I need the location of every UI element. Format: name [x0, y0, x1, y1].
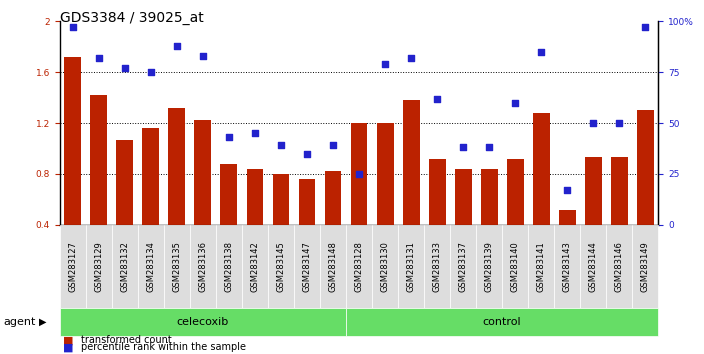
Bar	[585, 158, 602, 276]
Text: GSM283136: GSM283136	[199, 241, 208, 292]
Text: GSM283147: GSM283147	[303, 241, 311, 292]
Bar	[194, 120, 211, 276]
Text: GSM283129: GSM283129	[94, 241, 103, 292]
Text: agent: agent	[4, 317, 36, 327]
Bar	[272, 174, 289, 276]
Text: GSM283135: GSM283135	[172, 241, 182, 292]
Bar	[403, 100, 420, 276]
Bar	[377, 123, 394, 276]
Point	[327, 143, 339, 148]
Text: GSM283130: GSM283130	[381, 241, 389, 292]
Point	[93, 55, 104, 61]
Point	[379, 61, 391, 67]
Point	[145, 69, 156, 75]
Point	[458, 144, 469, 150]
Text: GSM283128: GSM283128	[355, 241, 363, 292]
Text: GSM283143: GSM283143	[562, 241, 572, 292]
Point	[510, 100, 521, 105]
Text: control: control	[483, 317, 522, 327]
Text: GSM283144: GSM283144	[589, 241, 598, 292]
Text: GSM283134: GSM283134	[146, 241, 156, 292]
Point	[67, 24, 78, 30]
Text: GSM283141: GSM283141	[536, 241, 546, 292]
Text: GSM283132: GSM283132	[120, 241, 130, 292]
Text: percentile rank within the sample: percentile rank within the sample	[81, 342, 246, 352]
Bar	[168, 108, 185, 276]
Bar	[559, 210, 576, 276]
Text: GSM283146: GSM283146	[615, 241, 624, 292]
Text: GSM283148: GSM283148	[329, 241, 337, 292]
Point	[484, 144, 495, 150]
Text: ■: ■	[63, 342, 74, 352]
Text: celecoxib: celecoxib	[177, 317, 229, 327]
Text: ■: ■	[63, 335, 74, 345]
Text: GSM283127: GSM283127	[68, 241, 77, 292]
Text: GSM283138: GSM283138	[225, 241, 234, 292]
Point	[223, 135, 234, 140]
Bar	[298, 179, 315, 276]
Bar	[116, 139, 133, 276]
Point	[406, 55, 417, 61]
Bar	[220, 164, 237, 276]
Point	[640, 24, 651, 30]
Bar	[429, 159, 446, 276]
Text: transformed count: transformed count	[81, 335, 172, 345]
Bar	[246, 169, 263, 276]
Text: GSM283140: GSM283140	[510, 241, 520, 292]
Text: GSM283149: GSM283149	[641, 241, 650, 292]
Bar	[351, 123, 367, 276]
Text: GSM283142: GSM283142	[251, 241, 260, 292]
Point	[432, 96, 443, 101]
Bar	[64, 57, 81, 276]
Bar	[142, 128, 159, 276]
Bar	[455, 169, 472, 276]
Text: GSM283139: GSM283139	[484, 241, 494, 292]
Text: ▶: ▶	[39, 317, 46, 327]
Bar	[611, 158, 628, 276]
Point	[197, 53, 208, 59]
Point	[301, 151, 313, 156]
Bar	[481, 169, 498, 276]
Point	[353, 171, 365, 177]
Point	[119, 65, 130, 71]
Bar	[507, 159, 524, 276]
Point	[562, 187, 573, 193]
Point	[588, 120, 599, 126]
Point	[275, 143, 287, 148]
Bar	[637, 110, 654, 276]
Bar	[533, 113, 550, 276]
Point	[614, 120, 625, 126]
Text: GDS3384 / 39025_at: GDS3384 / 39025_at	[60, 11, 203, 25]
Point	[249, 130, 260, 136]
Text: GSM283145: GSM283145	[277, 241, 286, 292]
Text: GSM283131: GSM283131	[407, 241, 415, 292]
Point	[536, 49, 547, 55]
Bar	[325, 171, 341, 276]
Point	[171, 43, 182, 48]
Bar	[90, 95, 107, 276]
Text: GSM283137: GSM283137	[458, 241, 467, 292]
Text: GSM283133: GSM283133	[432, 241, 441, 292]
